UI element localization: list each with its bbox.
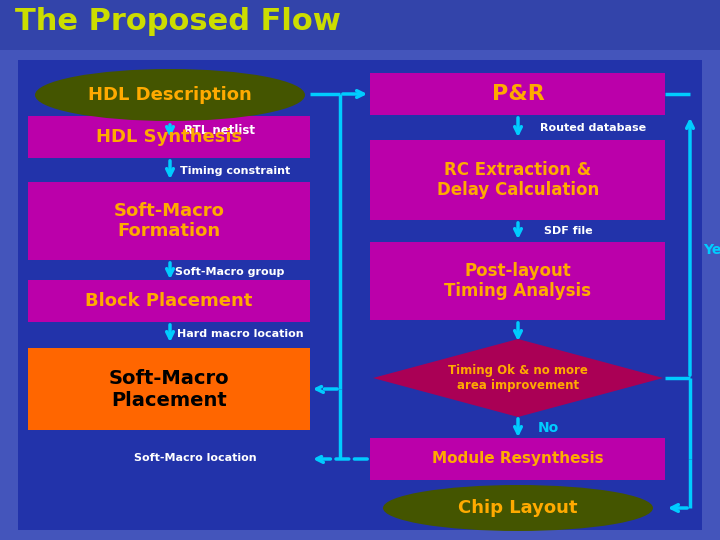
Text: Soft-Macro location: Soft-Macro location — [134, 453, 256, 463]
Text: Block Placement: Block Placement — [85, 292, 253, 310]
Text: HDL Description: HDL Description — [88, 86, 252, 104]
Text: P&R: P&R — [492, 84, 544, 104]
Text: Post-layout
Timing Analysis: Post-layout Timing Analysis — [444, 261, 592, 300]
Text: Soft-Macro
Placement: Soft-Macro Placement — [109, 368, 229, 409]
FancyBboxPatch shape — [28, 182, 310, 260]
FancyBboxPatch shape — [370, 73, 665, 115]
Polygon shape — [373, 339, 663, 417]
Text: RTL netlist: RTL netlist — [184, 125, 256, 138]
Text: Yes: Yes — [703, 243, 720, 257]
Text: Chip Layout: Chip Layout — [458, 499, 577, 517]
Text: SDF file: SDF file — [544, 226, 593, 236]
Text: Routed database: Routed database — [540, 123, 646, 133]
Text: No: No — [537, 421, 559, 435]
Ellipse shape — [383, 485, 653, 531]
Text: Timing constraint: Timing constraint — [180, 166, 290, 176]
FancyBboxPatch shape — [370, 438, 665, 480]
FancyBboxPatch shape — [370, 140, 665, 220]
Ellipse shape — [35, 69, 305, 121]
FancyBboxPatch shape — [370, 242, 665, 320]
FancyBboxPatch shape — [28, 280, 310, 322]
FancyBboxPatch shape — [28, 348, 310, 430]
Text: HDL Synthesis: HDL Synthesis — [96, 128, 242, 146]
Text: Soft-Macro
Formation: Soft-Macro Formation — [114, 201, 225, 240]
Text: Hard macro location: Hard macro location — [176, 329, 303, 339]
Text: Soft-Macro group: Soft-Macro group — [175, 267, 284, 277]
Text: The Proposed Flow: The Proposed Flow — [15, 8, 341, 37]
FancyBboxPatch shape — [18, 60, 702, 530]
Text: Module Resynthesis: Module Resynthesis — [432, 451, 604, 467]
FancyBboxPatch shape — [0, 0, 720, 50]
FancyBboxPatch shape — [28, 116, 310, 158]
Text: Timing Ok & no more
area improvement: Timing Ok & no more area improvement — [448, 364, 588, 392]
Text: RC Extraction &
Delay Calculation: RC Extraction & Delay Calculation — [437, 160, 599, 199]
